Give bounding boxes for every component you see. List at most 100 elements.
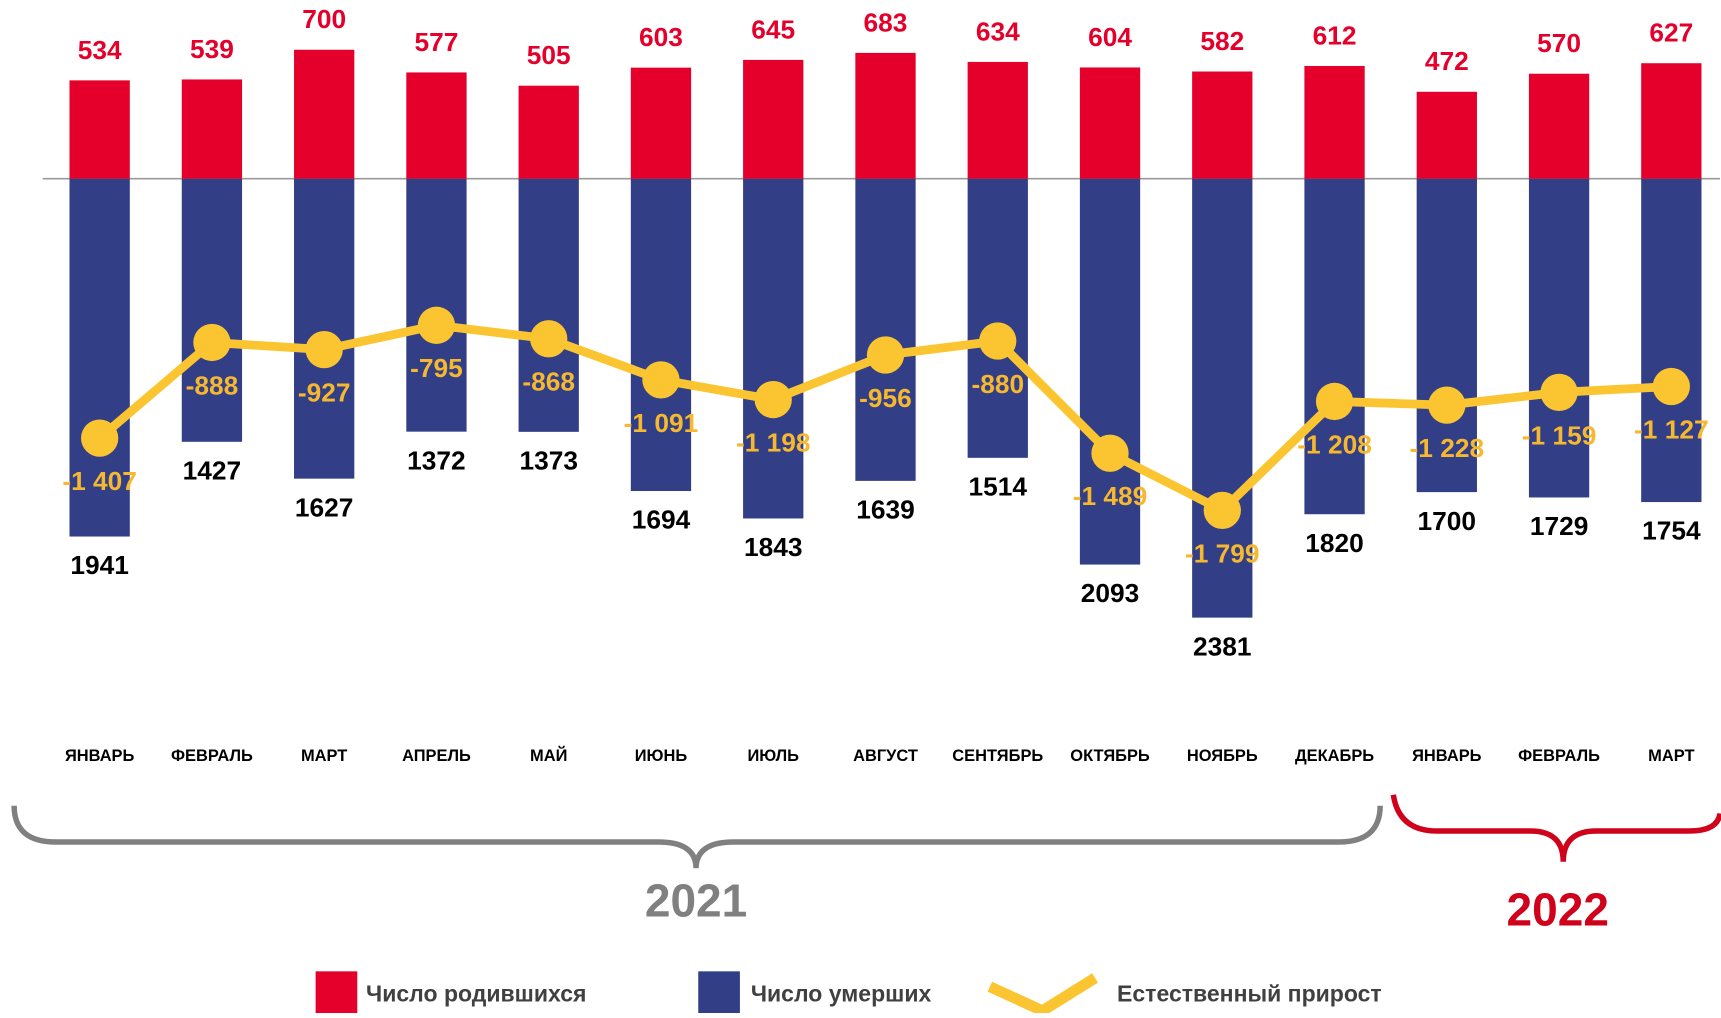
data-label: 645 — [751, 14, 795, 44]
bar — [1528, 73, 1590, 179]
bar — [406, 178, 467, 432]
brace-2021 — [11, 805, 1383, 869]
bar — [630, 178, 692, 492]
point — [754, 380, 792, 419]
data-label: -1 091 — [624, 408, 699, 438]
bar — [1079, 178, 1141, 565]
bar — [1641, 63, 1702, 179]
bar — [855, 52, 916, 179]
x-tick-label: ИЮЛЬ — [747, 747, 799, 765]
x-tick-label: ЯНВАРЬ — [65, 747, 135, 765]
data-label: 1729 — [1530, 511, 1589, 541]
bar — [1192, 178, 1253, 618]
bar — [1304, 65, 1365, 179]
bar — [518, 85, 579, 179]
data-label: 1754 — [1642, 516, 1701, 546]
x-tick-label: МАЙ — [530, 746, 567, 765]
data-label: 1627 — [295, 492, 354, 522]
data-label: 472 — [1425, 46, 1469, 76]
bar — [294, 178, 355, 479]
bar — [1641, 178, 1702, 503]
point — [979, 322, 1017, 360]
x-tick-label: МАРТ — [301, 747, 347, 765]
point — [1540, 373, 1578, 412]
group-label: 2021 — [645, 875, 747, 927]
data-label: -956 — [859, 383, 912, 413]
data-label: -888 — [186, 370, 239, 400]
x-tick-label: АПРЕЛЬ — [402, 747, 471, 765]
x-tick-label: ДЕКАБРЬ — [1295, 747, 1374, 765]
data-label: -1 127 — [1634, 414, 1709, 444]
bar — [743, 59, 804, 179]
x-tick-label: ОКТЯБРЬ — [1070, 747, 1150, 765]
data-label: 2381 — [1193, 631, 1252, 661]
legend-swatch — [698, 971, 740, 1013]
bar — [181, 178, 243, 442]
legend-swatch — [987, 973, 1099, 1018]
point — [1091, 434, 1129, 472]
brace-2022 — [1390, 794, 1721, 862]
point — [642, 361, 680, 399]
bar — [294, 49, 355, 179]
data-label: 570 — [1537, 28, 1581, 58]
bar — [406, 72, 467, 179]
data-label: 582 — [1200, 26, 1244, 56]
data-label: 539 — [190, 34, 234, 64]
x-tick-label: ФЕВРАЛЬ — [1518, 747, 1600, 765]
data-label: -1 799 — [1185, 538, 1260, 568]
bar — [743, 178, 804, 519]
bar — [967, 178, 1028, 458]
data-label: -1 407 — [62, 466, 137, 496]
data-label: 1843 — [744, 532, 803, 562]
data-label: 1820 — [1305, 528, 1364, 558]
bar — [1528, 178, 1590, 498]
data-label: -1 208 — [1297, 429, 1372, 459]
data-label: 1427 — [183, 455, 242, 485]
legend-label: Число родившихся — [366, 981, 586, 1007]
x-tick-label: НОЯБРЬ — [1187, 747, 1258, 765]
x-tick-label: ИЮНЬ — [635, 747, 688, 765]
point — [1652, 367, 1690, 406]
x-tick-label: ФЕВРАЛЬ — [171, 747, 253, 765]
bar — [181, 79, 243, 179]
legend-swatch — [315, 971, 358, 1013]
bar — [855, 178, 916, 481]
data-label: 1700 — [1418, 506, 1477, 536]
data-label: -927 — [298, 378, 351, 408]
data-label: 700 — [302, 4, 346, 34]
data-label: 1372 — [407, 445, 466, 475]
data-label: 1639 — [856, 495, 915, 525]
point — [866, 336, 905, 374]
bar — [630, 67, 692, 179]
data-label: 2093 — [1081, 578, 1140, 608]
data-label: 1514 — [969, 471, 1028, 501]
legend-label: Число умерших — [751, 981, 932, 1007]
bar — [1079, 67, 1141, 179]
data-label: 604 — [1088, 22, 1132, 52]
data-label: 634 — [976, 16, 1020, 46]
data-label: 534 — [78, 35, 122, 65]
bar — [1304, 178, 1365, 515]
data-label: 1941 — [70, 550, 129, 580]
data-label: 577 — [414, 27, 458, 57]
point — [530, 320, 568, 358]
data-label: 683 — [864, 7, 908, 37]
data-label: -795 — [410, 353, 463, 383]
data-label: -1 489 — [1073, 481, 1148, 511]
data-label: 627 — [1649, 18, 1693, 48]
point — [417, 306, 456, 344]
data-label: -1 159 — [1522, 420, 1597, 450]
bar — [518, 178, 579, 432]
data-label: 1373 — [519, 445, 578, 475]
data-label: 1694 — [632, 505, 691, 535]
data-label: -1 198 — [736, 427, 811, 457]
bar — [967, 61, 1028, 179]
x-tick-label: АВГУСТ — [853, 747, 918, 765]
x-tick-label: СЕНТЯБРЬ — [952, 747, 1043, 765]
bar — [1192, 71, 1253, 179]
bar — [1416, 91, 1477, 179]
point — [1315, 382, 1354, 421]
legend-label: Естественный прирост — [1117, 981, 1382, 1007]
bar — [69, 178, 130, 537]
data-label: 603 — [639, 22, 683, 52]
